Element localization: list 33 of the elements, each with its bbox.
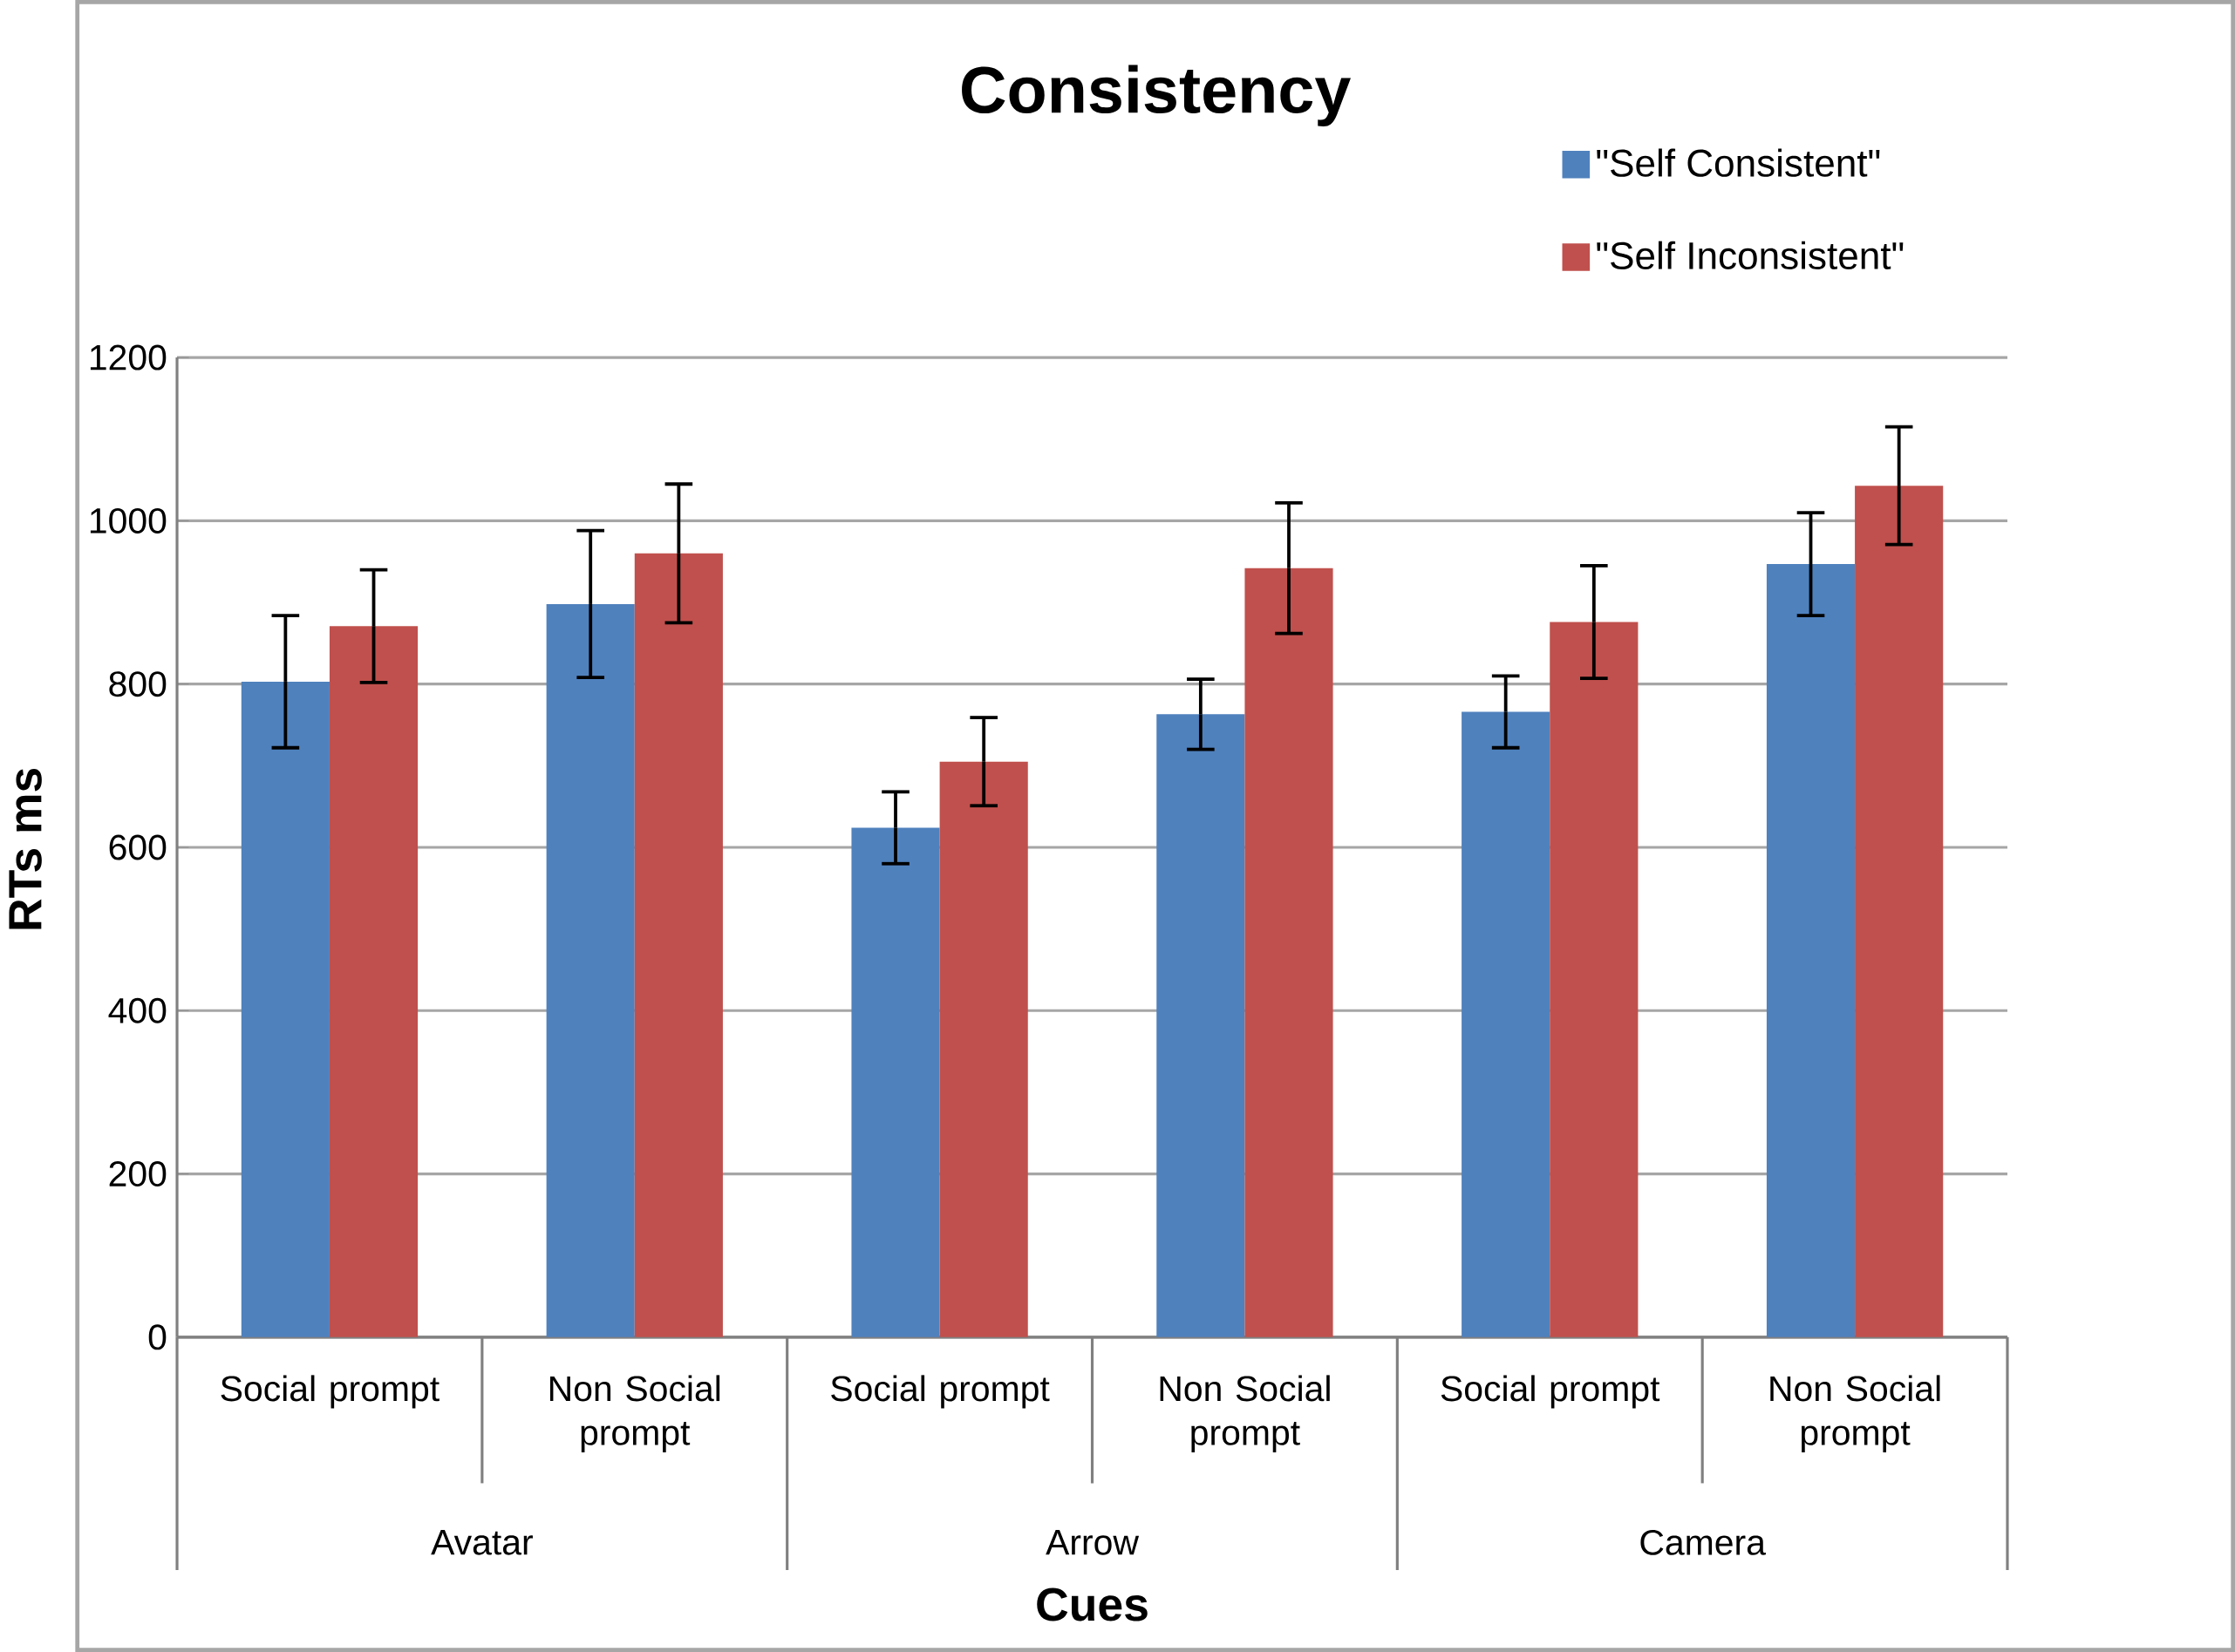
bar (1462, 711, 1550, 1337)
bar (634, 553, 723, 1337)
y-tick-label: 600 (109, 834, 167, 860)
chart-title: Consistency (962, 65, 1351, 127)
bar (1855, 486, 1944, 1337)
x-tick-label: Non Social prompt (1770, 1375, 1940, 1452)
y-axis-title: RTs ms (9, 768, 42, 929)
text: Arrow (1046, 1530, 1140, 1555)
text: Camera (1640, 1529, 1766, 1555)
y-tick-label: 1000 (90, 507, 167, 534)
bar (1244, 568, 1333, 1337)
bar (329, 626, 419, 1337)
x-tick-label: Non Social prompt (1160, 1375, 1330, 1452)
bar (1766, 564, 1856, 1337)
x-tick-label: Non Social prompt (550, 1375, 720, 1452)
x-tick-label: Social prompt (831, 1375, 1050, 1409)
bar (546, 603, 635, 1337)
legend-label: "Self Consistent" (1597, 148, 1880, 177)
bar (1550, 622, 1639, 1337)
bar (1156, 714, 1245, 1337)
x-tick-label: Social prompt (221, 1375, 440, 1409)
text: Avatar (431, 1530, 533, 1555)
y-tick-label: 200 (109, 1161, 167, 1187)
bar (851, 827, 940, 1337)
y-tick-label: 800 (109, 671, 167, 697)
y-tick-label: 1200 (90, 344, 167, 371)
y-tick-label: 400 (108, 997, 167, 1023)
legend-label: "Self Inconsistent" (1597, 241, 1904, 270)
y-tick-label: 0 (148, 1324, 167, 1350)
x-axis-title: Cues (1037, 1587, 1148, 1621)
bar (939, 761, 1028, 1337)
bar (241, 681, 330, 1337)
x-tick-label: Social prompt (1441, 1375, 1660, 1409)
